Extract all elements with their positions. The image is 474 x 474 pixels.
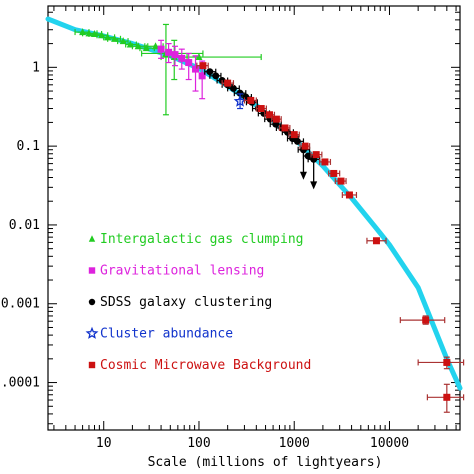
data-point [157, 45, 165, 53]
y-tick-label: 0.0001 [0, 376, 40, 391]
series-0 [74, 23, 262, 116]
legend-label: Cosmic Microwave Background [100, 358, 311, 373]
data-point [185, 59, 193, 67]
data-point [290, 131, 298, 139]
upper-limit-arrowhead [299, 171, 307, 180]
data-point [192, 65, 200, 73]
legend: Intergalactic gas clumping Gravitational … [85, 232, 311, 373]
data-point [152, 42, 160, 50]
data-point [372, 237, 380, 245]
x-tick-label: 10 [96, 436, 112, 451]
data-point [199, 62, 207, 70]
data-point [142, 44, 150, 52]
data-point [165, 48, 173, 56]
data-point [178, 54, 186, 62]
data-point [198, 72, 206, 80]
series-3 [233, 93, 247, 110]
data-point [265, 111, 273, 119]
data-point [212, 72, 220, 80]
data-point [111, 34, 119, 42]
data-point [229, 84, 237, 92]
data-point [293, 137, 301, 145]
upper-limit-arrowhead [310, 181, 318, 190]
data-point [304, 152, 312, 160]
x-tick-label: 10000 [370, 436, 409, 451]
legend-marker [85, 326, 99, 339]
data-point [281, 124, 289, 132]
legend-label: SDSS galaxy clustering [100, 295, 272, 310]
legend-label: Intergalactic gas clumping [100, 232, 304, 247]
legend-label: Cluster abundance [100, 327, 233, 342]
data-point [321, 158, 329, 166]
data-point [119, 37, 127, 45]
data-point [330, 169, 338, 177]
data-point [312, 151, 320, 159]
axes: 10 100 1000 10000 1 0.1 0.01 0.001 0.0001 [0, 5, 461, 451]
data-point [236, 89, 244, 97]
data-point [257, 105, 265, 113]
legend-label: Gravitational lensing [100, 264, 264, 279]
series-4 [196, 62, 465, 413]
x-tick-label: 1000 [279, 436, 310, 451]
x-tick-label: 100 [187, 436, 210, 451]
legend-marker [88, 361, 96, 369]
y-tick-label: 0.1 [17, 139, 40, 154]
data-point [301, 142, 309, 150]
data-point [345, 191, 353, 199]
y-tick-label: 1 [32, 60, 40, 75]
y-tick-label: 0.001 [1, 297, 40, 312]
data-point [247, 96, 255, 104]
data-point [171, 51, 179, 59]
series-1 [157, 39, 206, 100]
data-point [272, 115, 280, 123]
data-point [337, 177, 345, 185]
data-point [443, 358, 451, 366]
data-point [422, 316, 430, 324]
data-point [206, 68, 214, 76]
data-point [224, 79, 232, 87]
data-point [443, 393, 451, 401]
data-point [90, 29, 98, 37]
legend-marker [88, 235, 96, 242]
plot-frame [47, 5, 461, 431]
y-tick-label: 0.01 [9, 218, 40, 233]
data-point [233, 94, 247, 107]
legend-marker [88, 267, 96, 274]
x-axis-label: Scale (millions of lightyears) [148, 455, 383, 470]
data-point [195, 53, 203, 61]
data-points-layer [74, 23, 465, 413]
series-2 [204, 68, 321, 190]
legend-marker [88, 298, 96, 306]
